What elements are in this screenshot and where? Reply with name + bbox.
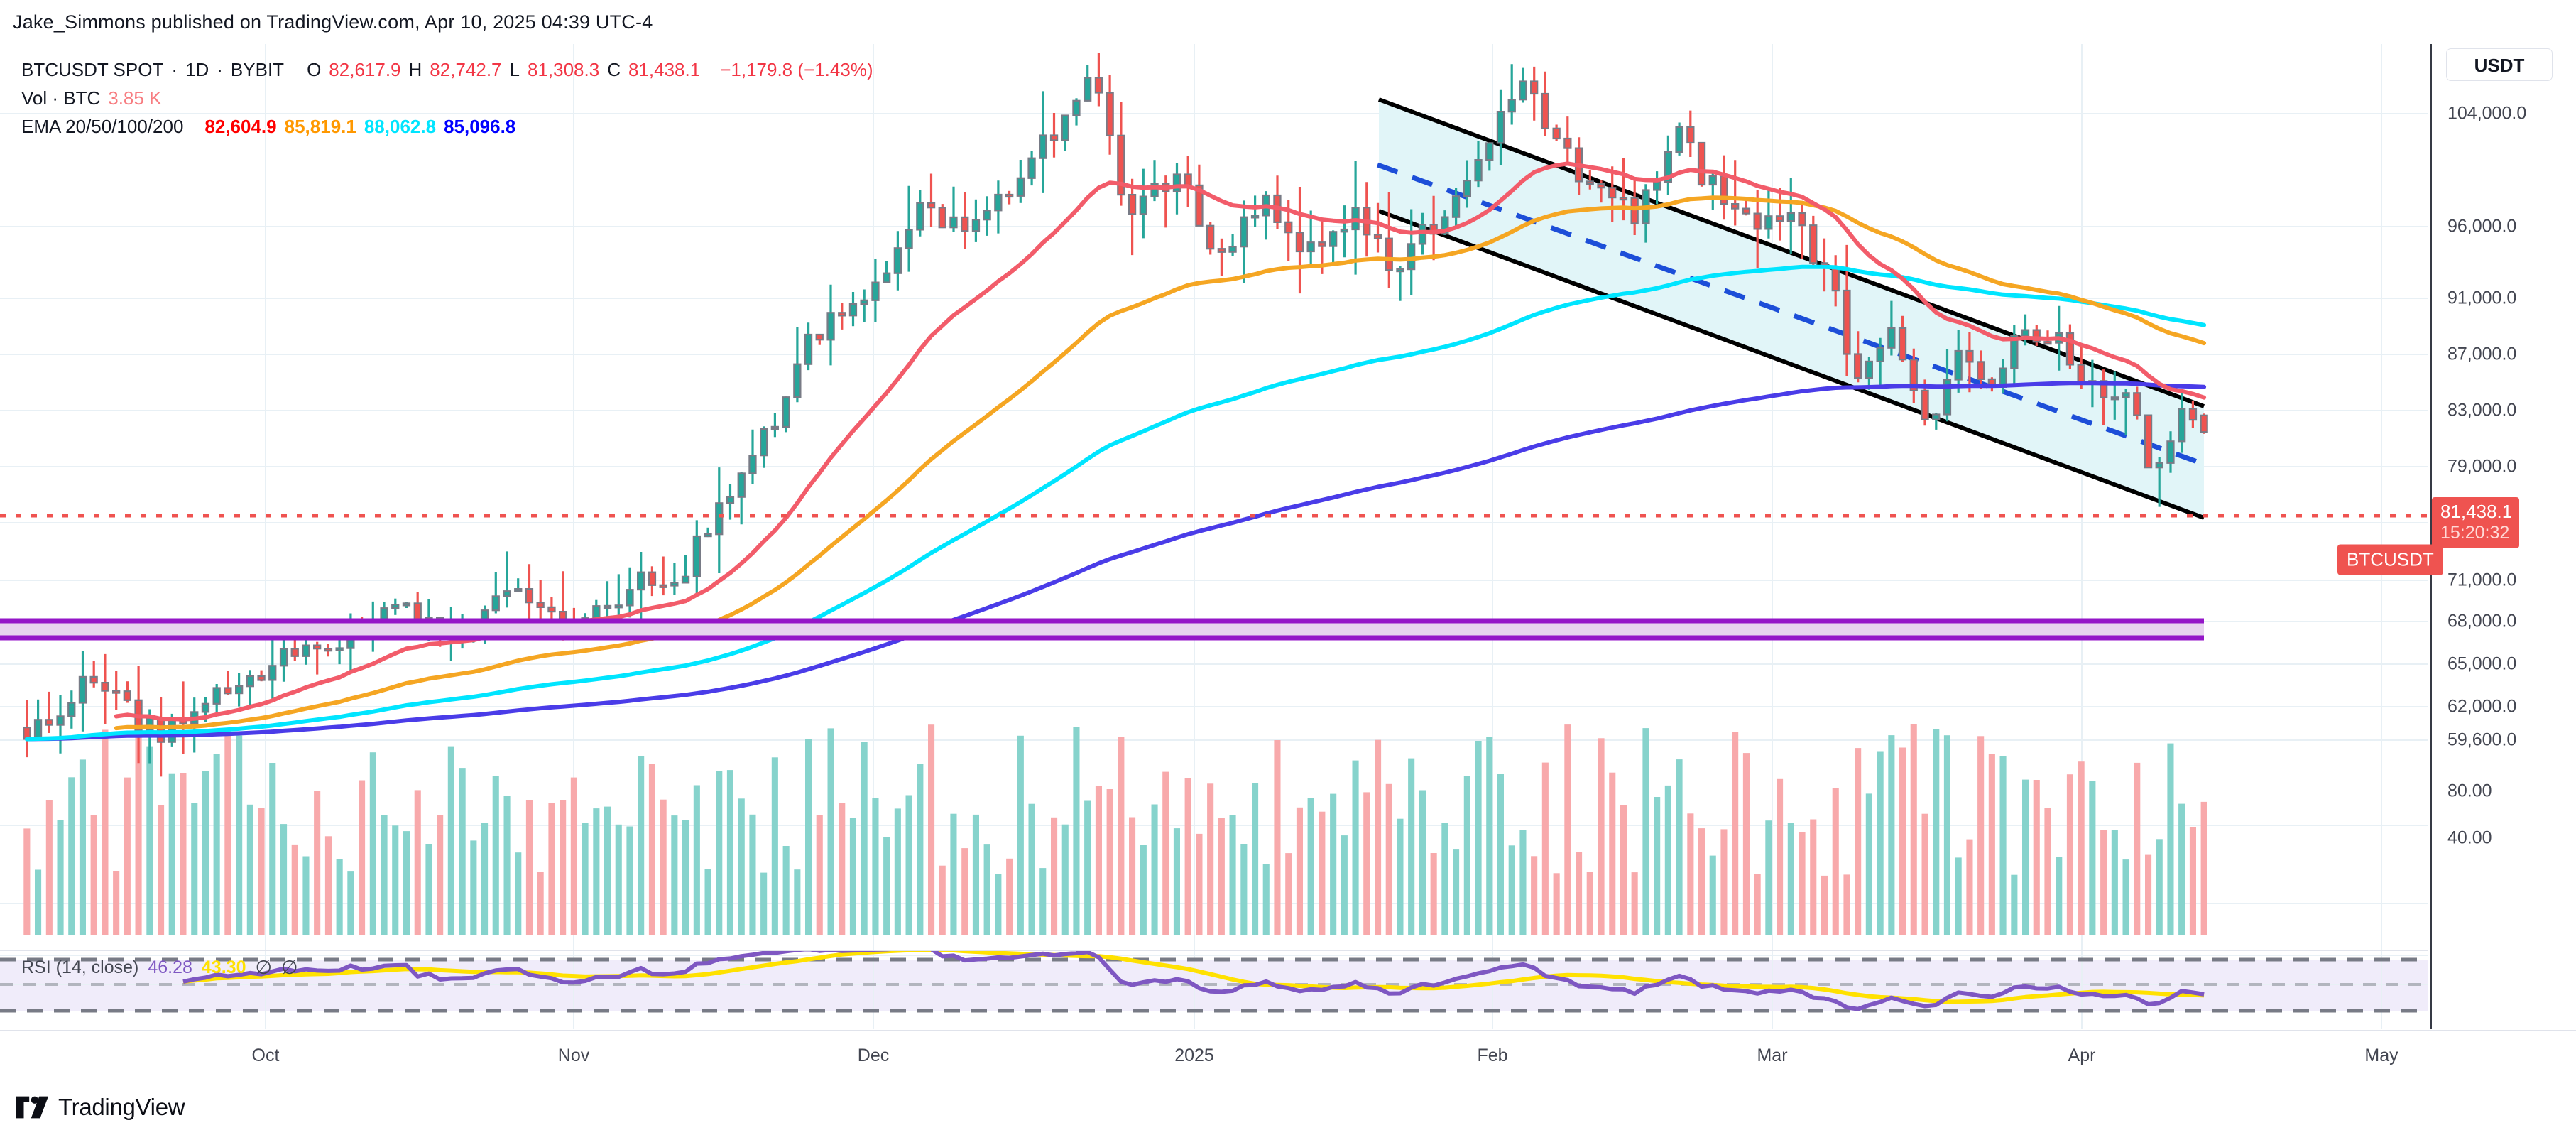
rsi-value: 46.28 [148, 957, 192, 977]
symbol-price-tag[interactable]: BTCUSDT [2337, 544, 2443, 575]
time-tick-label: Feb [1477, 1046, 1508, 1065]
currency-unit-badge[interactable]: USDT [2446, 48, 2553, 81]
price-tick-label: 62,000.0 [2447, 696, 2517, 717]
rsi-legend: RSI (14, close) 46.28 43.30 ∅ ∅ [21, 957, 298, 979]
ema-200-line [24, 381, 2207, 742]
descending-channel-fill [1379, 99, 2204, 518]
price-tick-label: 68,000.0 [2447, 611, 2517, 631]
rsi-ma-value: 43.30 [201, 957, 246, 977]
ema-20-line [114, 161, 2207, 722]
bar-countdown: 15:20:32 [2440, 523, 2510, 543]
time-axis[interactable]: Oct Nov Dec 2025 Feb Mar Apr May [0, 1030, 2576, 1081]
tradingview-logo-icon [16, 1096, 48, 1119]
tradingview-footer[interactable]: TradingView [16, 1094, 185, 1121]
rsi-tick-label: 80.00 [2447, 781, 2492, 801]
channel-lower-line [1377, 209, 2205, 520]
rsi-chart-svg [0, 951, 2428, 1029]
tradingview-wordmark: TradingView [58, 1094, 185, 1120]
price-tick-label: 104,000.0 [2447, 103, 2527, 124]
time-tick-label: Mar [1757, 1046, 1788, 1065]
publisher-credit: Jake_Simmons published on TradingView.co… [13, 11, 653, 33]
chart-frame: BTCUSDT SPOT · 1D · BYBIT O 82,617.9 H 82,… [0, 44, 2576, 1081]
candlestick-series [23, 53, 2208, 777]
volume-bars [23, 724, 2207, 935]
price-tick-label: 71,000.0 [2447, 570, 2517, 590]
price-tick-label: 65,000.0 [2447, 653, 2517, 674]
pane-separator[interactable] [0, 950, 2428, 951]
time-tick-label: Dec [857, 1046, 890, 1065]
time-tick-label: Oct [251, 1046, 280, 1065]
time-tick-label: 2025 [1174, 1046, 1214, 1065]
ema-50-line [114, 195, 2207, 731]
price-axis[interactable]: USDT 104,000.0 96,000.0 91,000.0 87,000.0 83… [2430, 44, 2576, 1029]
time-tick-label: May [2364, 1046, 2398, 1065]
price-tick-label: 91,000.0 [2447, 288, 2517, 308]
ema-100-line [24, 264, 2207, 742]
time-tick-label: Apr [2068, 1046, 2096, 1065]
time-tick-label: Nov [557, 1046, 590, 1065]
rsi-line [182, 951, 2205, 1011]
rsi-na-2: ∅ [281, 957, 298, 978]
rsi-title[interactable]: RSI (14, close) [21, 957, 139, 977]
price-chart-svg [0, 44, 2428, 992]
rsi-pane[interactable]: RSI (14, close) 46.28 43.30 ∅ ∅ [0, 951, 2428, 1029]
price-tick-label: 83,000.0 [2447, 400, 2517, 420]
price-tick-label: 96,000.0 [2447, 216, 2517, 237]
current-price-value: 81,438.1 [2440, 501, 2513, 522]
support-zone-band [0, 621, 2204, 638]
price-tick-label: 87,000.0 [2447, 344, 2517, 364]
rsi-na-1: ∅ [255, 957, 272, 978]
price-tick-label: 79,000.0 [2447, 456, 2517, 477]
price-tick-label: 59,600.0 [2447, 729, 2517, 750]
current-price-tag[interactable]: 81,438.1 15:20:32 [2432, 497, 2520, 548]
price-plot-area[interactable]: BTCUSDT SPOT · 1D · BYBIT O 82,617.9 H 82,… [0, 44, 2428, 992]
rsi-tick-label: 40.00 [2447, 827, 2492, 848]
